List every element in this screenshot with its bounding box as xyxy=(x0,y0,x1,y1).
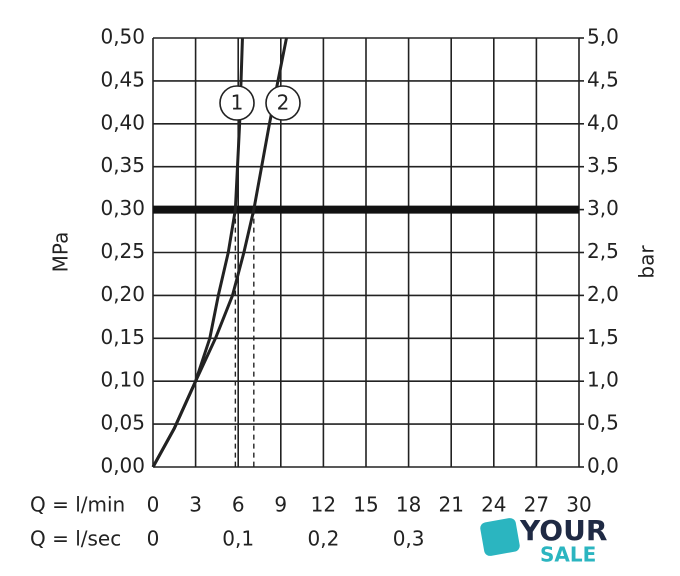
y-tick-label: 0,20 xyxy=(100,282,145,306)
y2-tick-label: 3,5 xyxy=(587,153,619,177)
x2-tick-label: 0,3 xyxy=(393,527,425,551)
y-tick-label: 0,40 xyxy=(100,110,145,134)
y-tick-label: 0,25 xyxy=(100,239,145,263)
y-tick-label: 0,15 xyxy=(100,325,145,349)
y-tick-label: 0,05 xyxy=(100,411,145,435)
x-tick-label: 6 xyxy=(232,493,245,517)
y-tick-label: 0,10 xyxy=(100,368,145,392)
curve-label: 2 xyxy=(277,91,290,115)
y2-tick-label: 5,0 xyxy=(587,25,619,49)
x2-tick-label: 0,2 xyxy=(307,527,339,551)
curve-label-circle xyxy=(265,85,301,121)
x-tick-label: 30 xyxy=(566,493,591,517)
y-tick-label: 0,45 xyxy=(100,67,145,91)
y2-tick-label: 2,0 xyxy=(587,282,619,306)
logo: YOUR SALE xyxy=(480,514,607,567)
x2-tick-label: 0 xyxy=(147,527,160,551)
x-tick-label: 27 xyxy=(524,493,549,517)
y2-tick-label: 0,5 xyxy=(587,411,619,435)
logo-text: SALE xyxy=(540,543,596,567)
y-axis-label: MPa xyxy=(49,232,73,273)
x-tick-label: 15 xyxy=(353,493,378,517)
x-tick-label: 21 xyxy=(438,493,463,517)
logo-text: YOUR xyxy=(519,514,607,547)
y2-tick-label: 4,5 xyxy=(587,67,619,91)
y2-tick-label: 1,5 xyxy=(587,325,619,349)
x2-axis-label: Q = l/sec xyxy=(30,527,121,551)
y-tick-label: 0,30 xyxy=(100,196,145,220)
x-tick-label: 3 xyxy=(189,493,202,517)
y-tick-label: 0,00 xyxy=(100,454,145,478)
y2-tick-label: 4,0 xyxy=(587,110,619,134)
y2-axis-label: bar xyxy=(635,245,659,279)
x-tick-label: 12 xyxy=(311,493,336,517)
x2-tick-label: 0,1 xyxy=(222,527,254,551)
x-tick-label: 24 xyxy=(481,493,506,517)
curve-label-circle xyxy=(219,85,255,121)
y-tick-label: 0,50 xyxy=(100,25,145,49)
x-axis-label: Q = l/min xyxy=(30,493,125,517)
curve-label: 1 xyxy=(231,91,244,115)
y2-tick-label: 0,0 xyxy=(587,454,619,478)
y2-tick-label: 2,5 xyxy=(587,239,619,263)
x-tick-label: 0 xyxy=(147,493,160,517)
curve xyxy=(151,37,288,468)
y2-tick-label: 3,0 xyxy=(587,196,619,220)
y2-tick-label: 1,0 xyxy=(587,368,619,392)
x-tick-label: 9 xyxy=(274,493,287,517)
y-tick-label: 0,35 xyxy=(100,153,145,177)
x-tick-label: 18 xyxy=(396,493,421,517)
